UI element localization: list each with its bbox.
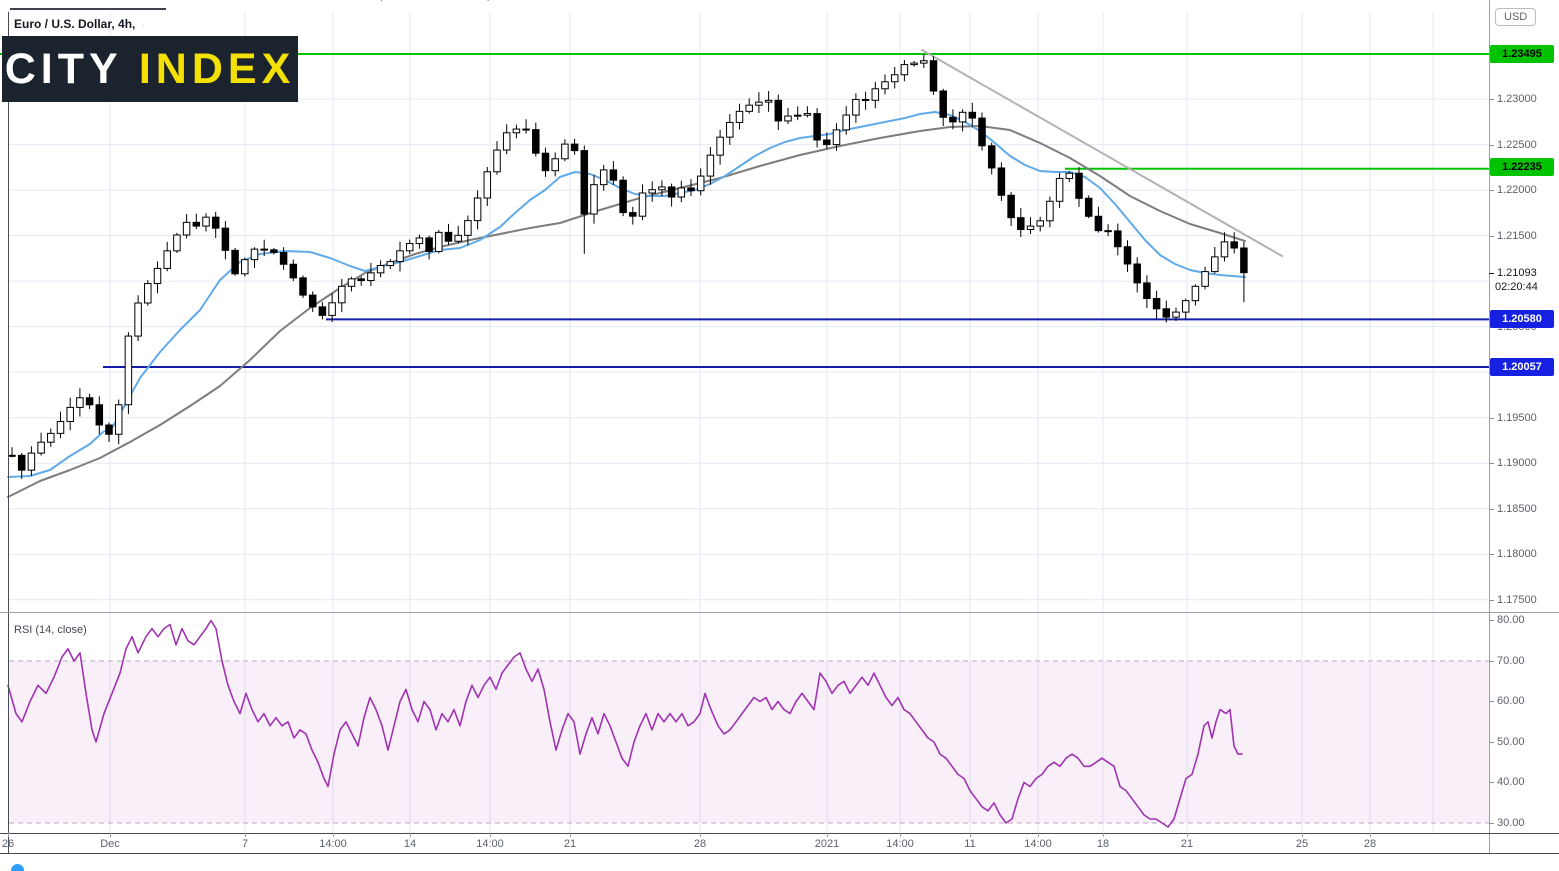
time-tick (333, 833, 334, 837)
current-price-label: 1.21093 (1497, 267, 1537, 279)
time-tick-label: 14:00 (476, 838, 504, 850)
time-tick-label: 14 (403, 838, 417, 850)
price-tick-dash (1489, 509, 1494, 510)
symbol-title: Euro / U.S. Dollar, 4h, (14, 17, 136, 31)
time-tick (1103, 833, 1104, 837)
bottom-border (0, 853, 1559, 854)
pane-divider[interactable] (0, 612, 1559, 613)
price-level-chip: 1.23495 (1490, 45, 1554, 63)
price-tick-label: 40.00 (1497, 776, 1525, 788)
time-tick (700, 833, 701, 837)
time-tick (1370, 833, 1371, 837)
price-tick-dash (1489, 145, 1494, 146)
time-tick-label: 26 (1, 838, 15, 850)
symbol-legend[interactable]: Euro / U.S. Dollar, 4h, · (14, 17, 145, 31)
price-tick-label: 60.00 (1497, 695, 1525, 707)
time-tick (570, 833, 571, 837)
time-tick-label: 14:00 (1024, 838, 1052, 850)
platform-logo-dot[interactable] (11, 864, 24, 871)
price-tick-label: 1.21500 (1497, 230, 1537, 242)
cropped-text-fragment: ( (380, 0, 385, 1)
current-price-dash (1489, 273, 1494, 274)
price-tick-label: 1.23000 (1497, 93, 1537, 105)
time-tick (1038, 833, 1039, 837)
logo-city-text: CITY (4, 44, 139, 93)
bar-countdown: 02:20:44 (1495, 281, 1538, 293)
price-tick-dash (1489, 190, 1494, 191)
price-tick-dash (1489, 661, 1494, 662)
time-tick-label: 14:00 (319, 838, 347, 850)
price-tick-dash (1489, 463, 1494, 464)
rsi-legend[interactable]: RSI (14, close) (14, 624, 87, 636)
time-tick (827, 833, 828, 837)
price-tick-dash (1489, 701, 1494, 702)
time-tick-label: 14:00 (886, 838, 914, 850)
price-level-chip: 1.20580 (1490, 310, 1554, 328)
price-tick-label: 1.18000 (1497, 548, 1537, 560)
time-tick-label: 28 (1363, 838, 1377, 850)
time-tick-label: 21 (1180, 838, 1194, 850)
cropped-top-line (10, 8, 166, 10)
time-tick-label: 25 (1295, 838, 1309, 850)
logo-index-text: INDEX (138, 44, 296, 93)
time-tick (490, 833, 491, 837)
price-axis-separator (1489, 0, 1490, 853)
time-tick-label: Dec (100, 838, 120, 850)
price-tick-label: 70.00 (1497, 655, 1525, 667)
price-tick-dash (1489, 782, 1494, 783)
price-tick-label: 1.22500 (1497, 139, 1537, 151)
price-tick-label: 1.19500 (1497, 412, 1537, 424)
price-tick-label: 1.17500 (1497, 594, 1537, 606)
price-tick-dash (1489, 554, 1494, 555)
cropped-text-fragment: ) (485, 0, 490, 1)
time-axis-border (0, 833, 1559, 834)
price-tick-dash (1489, 600, 1494, 601)
price-tick-dash (1489, 620, 1494, 621)
price-tick-dash (1489, 236, 1494, 237)
currency-toggle-button[interactable]: USD (1495, 8, 1537, 26)
price-tick-dash (1489, 742, 1494, 743)
time-tick-label: 21 (563, 838, 577, 850)
time-tick-label: 7 (241, 838, 249, 850)
price-tick-label: 30.00 (1497, 817, 1525, 829)
price-level-chip: 1.20057 (1490, 358, 1554, 376)
time-tick-label: 2021 (814, 838, 840, 850)
price-level-chip: 1.22235 (1490, 158, 1554, 176)
city-index-logo: CITY INDEX (2, 36, 298, 102)
time-tick (110, 833, 111, 837)
chart-left-border (8, 12, 9, 853)
time-tick-label: 11 (964, 838, 976, 850)
price-tick-label: 1.22000 (1497, 184, 1537, 196)
legend-dot: · (141, 20, 145, 31)
price-tick-label: 1.18500 (1497, 503, 1537, 515)
time-tick (245, 833, 246, 837)
time-tick (1302, 833, 1303, 837)
time-tick (410, 833, 411, 837)
time-tick (970, 833, 971, 837)
time-tick (1187, 833, 1188, 837)
price-tick-label: 80.00 (1497, 614, 1525, 626)
price-tick-dash (1489, 418, 1494, 419)
price-tick-dash (1489, 823, 1494, 824)
price-tick-label: 50.00 (1497, 736, 1525, 748)
time-tick (8, 833, 9, 837)
time-tick (900, 833, 901, 837)
price-tick-label: 1.19000 (1497, 457, 1537, 469)
time-tick-label: 18 (1096, 838, 1110, 850)
time-tick-label: 28 (693, 838, 707, 850)
price-tick-dash (1489, 99, 1494, 100)
